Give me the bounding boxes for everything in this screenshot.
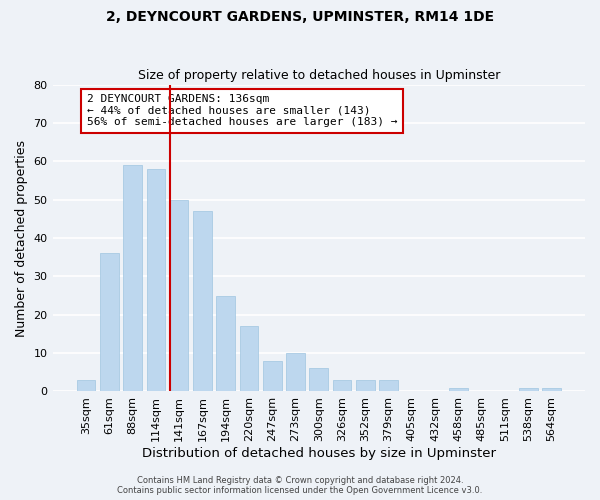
Text: Contains HM Land Registry data © Crown copyright and database right 2024.
Contai: Contains HM Land Registry data © Crown c…: [118, 476, 482, 495]
Bar: [519, 388, 538, 392]
Text: 2, DEYNCOURT GARDENS, UPMINSTER, RM14 1DE: 2, DEYNCOURT GARDENS, UPMINSTER, RM14 1D…: [106, 10, 494, 24]
Bar: [239, 326, 258, 392]
Bar: [542, 388, 561, 392]
X-axis label: Distribution of detached houses by size in Upminster: Distribution of detached houses by size …: [142, 447, 496, 460]
Y-axis label: Number of detached properties: Number of detached properties: [15, 140, 28, 336]
Bar: [123, 165, 142, 392]
Bar: [286, 353, 305, 392]
Bar: [100, 254, 119, 392]
Bar: [146, 169, 165, 392]
Title: Size of property relative to detached houses in Upminster: Size of property relative to detached ho…: [137, 69, 500, 82]
Text: 2 DEYNCOURT GARDENS: 136sqm
← 44% of detached houses are smaller (143)
56% of se: 2 DEYNCOURT GARDENS: 136sqm ← 44% of det…: [86, 94, 397, 128]
Bar: [170, 200, 188, 392]
Bar: [77, 380, 95, 392]
Bar: [449, 388, 468, 392]
Bar: [217, 296, 235, 392]
Bar: [333, 380, 352, 392]
Bar: [356, 380, 374, 392]
Bar: [263, 361, 281, 392]
Bar: [310, 368, 328, 392]
Bar: [379, 380, 398, 392]
Bar: [193, 211, 212, 392]
